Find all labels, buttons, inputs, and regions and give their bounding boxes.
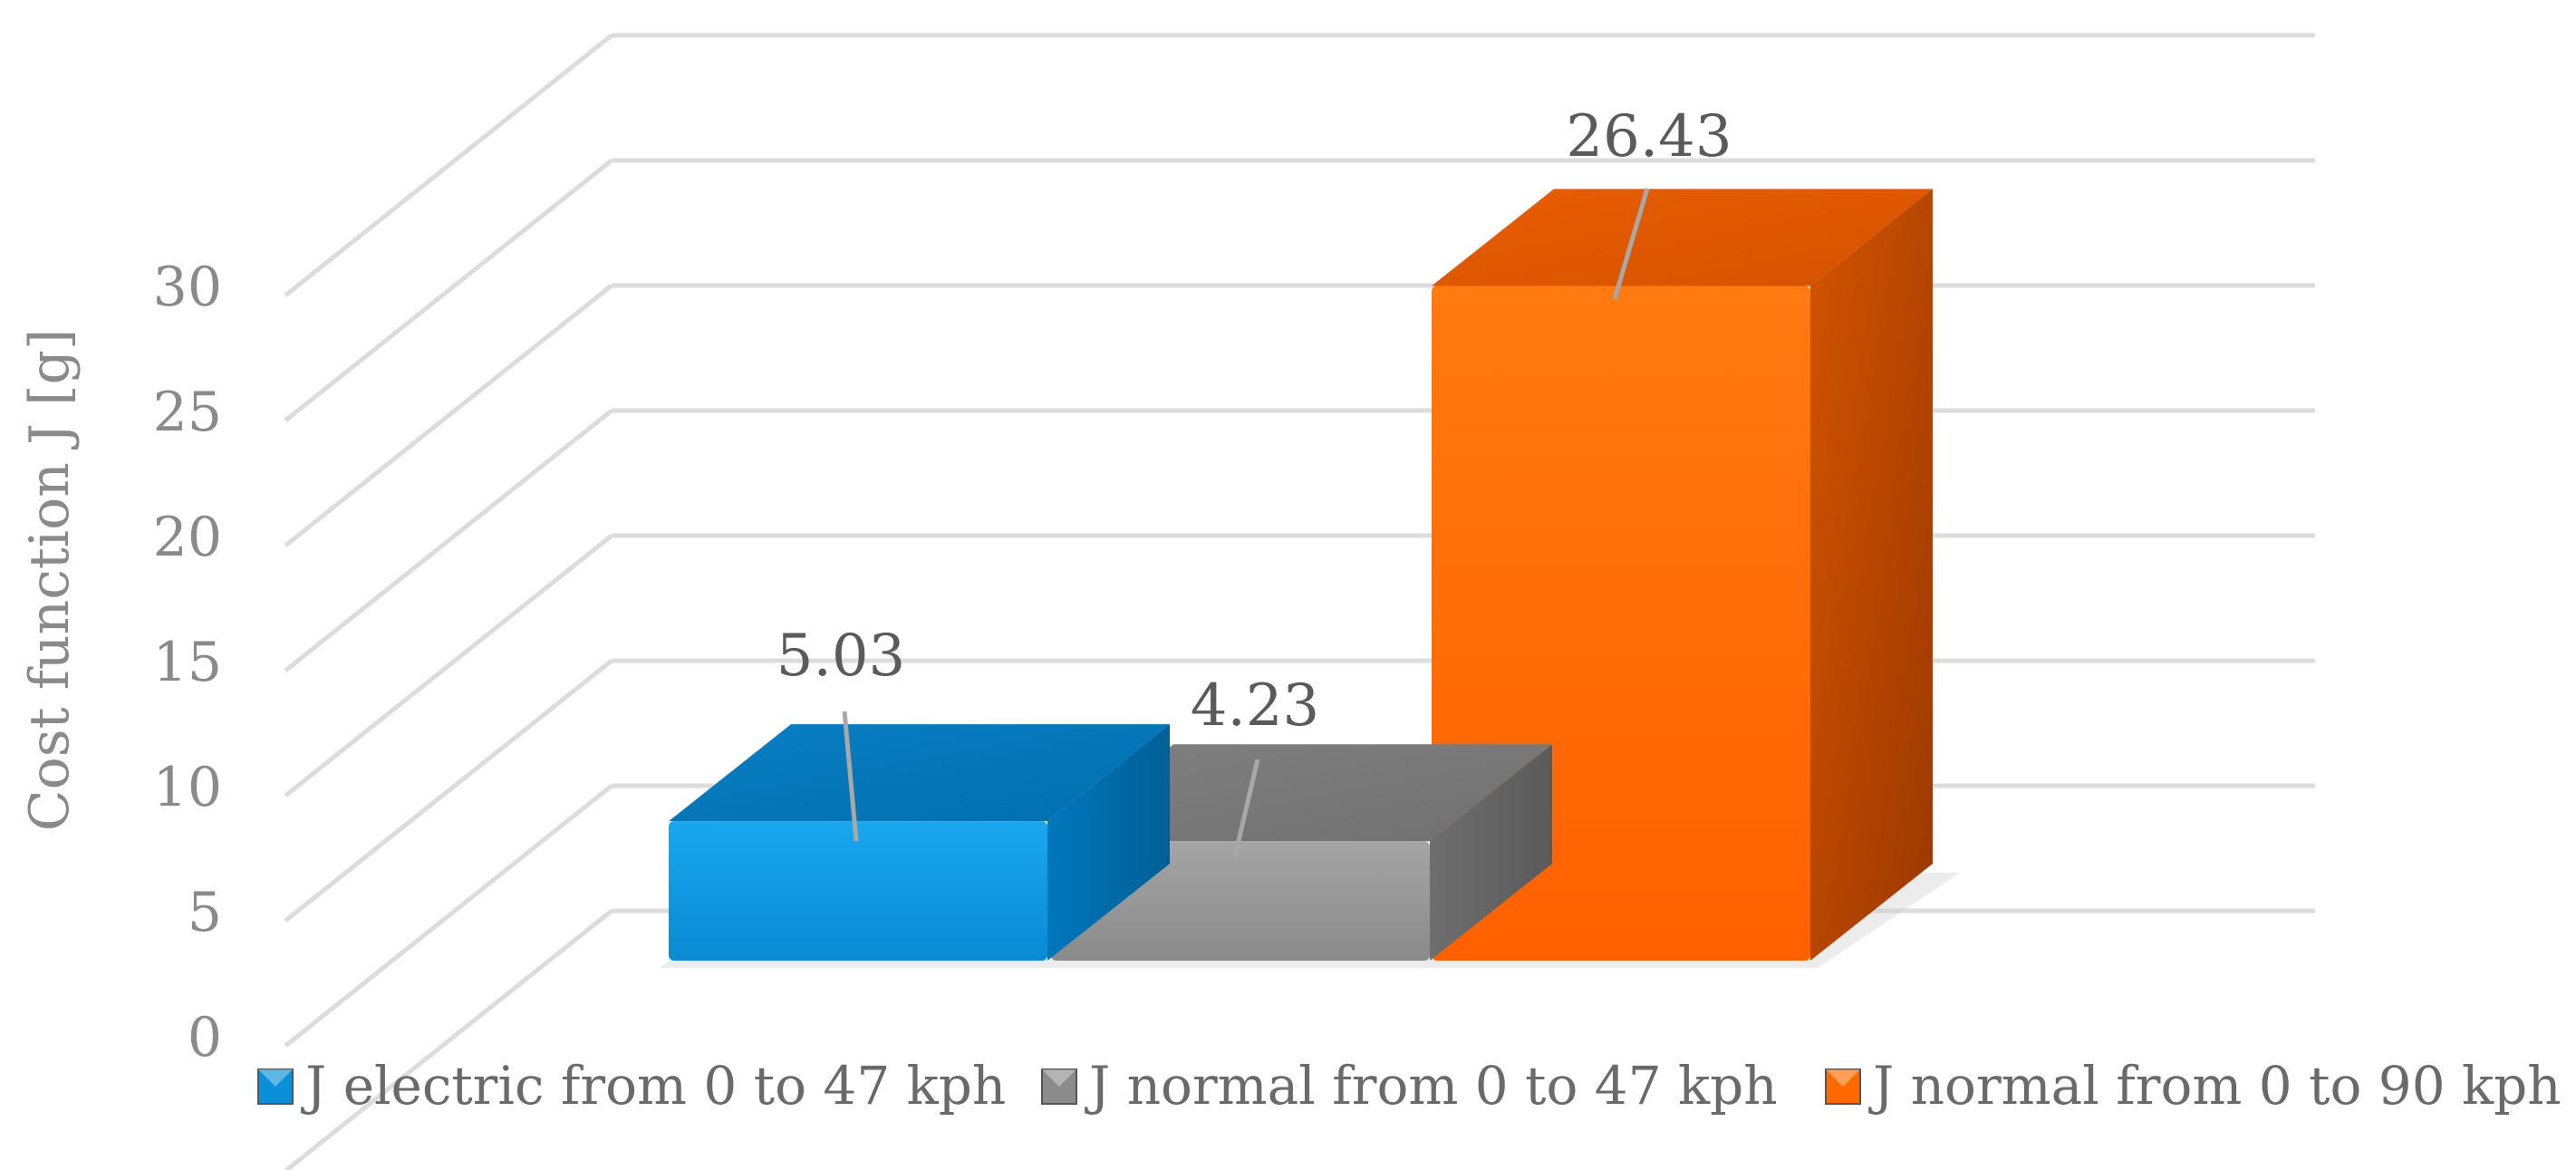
bar-top-face: [1051, 744, 1552, 842]
leader-line: [1232, 759, 1260, 857]
bar-front-face: [669, 821, 1047, 961]
gridlines: [284, 33, 2315, 1170]
y-tick-label: 5: [188, 881, 222, 944]
legend-item: J normal from 0 to 90 kph: [1825, 1055, 2562, 1117]
bar-top-face: [669, 724, 1170, 822]
legend-swatch-shine: [1826, 1069, 1860, 1087]
data-label: 5.03: [777, 623, 906, 690]
legend-item: J electric from 0 to 47 kph: [257, 1055, 1006, 1117]
y-tick-label: 30: [153, 256, 222, 319]
bar-1: [669, 724, 1170, 961]
leader-line: [842, 711, 859, 842]
gridline-side: [284, 784, 613, 1048]
bar-top-face: [1432, 189, 1933, 286]
gridline-side: [284, 159, 613, 422]
gridline-side: [284, 909, 613, 1170]
bars: [669, 189, 1933, 962]
gridline-side: [284, 534, 613, 798]
gridline-side: [284, 409, 613, 672]
y-axis-ticks: 0 5 10 15 20 25 30: [153, 256, 222, 1069]
legend-swatch: [257, 1068, 294, 1105]
bar-3: [1432, 189, 1933, 962]
y-tick-label: 10: [153, 756, 222, 819]
legend-item: J normal from 0 to 47 kph: [1041, 1055, 1778, 1117]
legend-swatch: [1041, 1068, 1077, 1105]
gridline-side: [284, 284, 613, 547]
bar-side-face: [1430, 744, 1552, 961]
data-label: 4.23: [1191, 672, 1320, 740]
y-axis-label: Cost function J [g]: [18, 329, 82, 832]
legend-swatch-shine: [1042, 1069, 1076, 1087]
legend-swatch-shine: [258, 1069, 293, 1087]
y-tick-label: 15: [153, 631, 222, 694]
data-labels: 5.03 4.23 26.43: [777, 103, 1732, 857]
legend: J electric from 0 to 47 kph J normal from…: [257, 1055, 2562, 1117]
y-tick-label: 0: [188, 1006, 222, 1069]
legend-label: J electric from 0 to 47 kph: [301, 1055, 1006, 1117]
y-tick-label: 25: [153, 381, 222, 444]
legend-swatch: [1825, 1068, 1861, 1105]
bar-side-face: [1047, 724, 1170, 961]
legend-label: J normal from 0 to 47 kph: [1085, 1055, 1778, 1117]
gridline-side: [284, 659, 613, 923]
gridline-side: [284, 34, 613, 297]
y-tick-label: 20: [153, 506, 222, 569]
data-label: 26.43: [1566, 103, 1732, 170]
leader-line: [1612, 188, 1650, 300]
legend-label: J normal from 0 to 90 kph: [1868, 1055, 2562, 1117]
bar-side-face: [1810, 189, 1933, 962]
